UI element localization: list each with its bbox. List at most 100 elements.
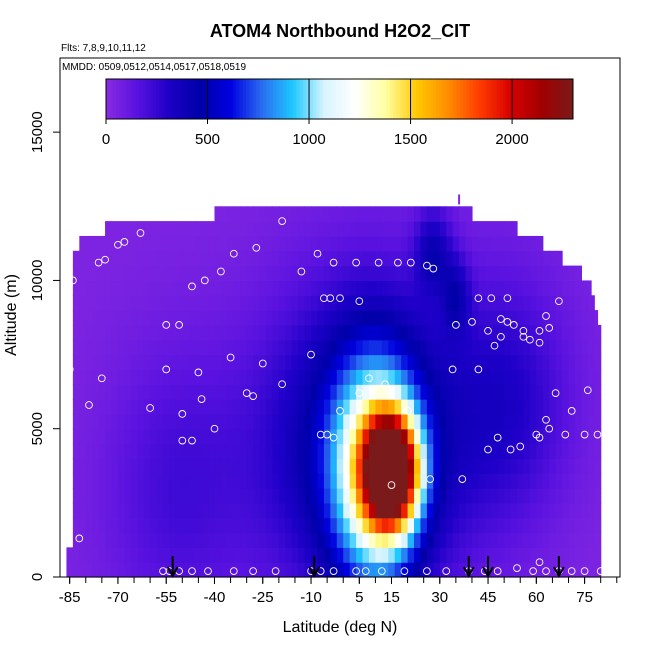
heatmap-cell	[246, 517, 254, 534]
heatmap-cell	[117, 517, 125, 534]
heatmap-cell	[253, 369, 261, 385]
heatmap-cell	[259, 221, 267, 237]
heatmap-cell	[188, 443, 196, 459]
observation-point	[603, 424, 611, 433]
heatmap-cell	[272, 517, 280, 534]
heatmap-cell	[72, 399, 80, 415]
flight-arrow	[462, 556, 475, 579]
heatmap-cell	[426, 369, 434, 385]
heatmap-cell	[201, 517, 209, 534]
heatmap-cell	[491, 443, 499, 459]
heatmap-cell	[439, 517, 447, 534]
heatmap-cell	[497, 310, 505, 326]
heatmap-cell	[227, 532, 235, 548]
heatmap-cell	[150, 443, 158, 459]
heatmap-cell	[471, 443, 479, 459]
heatmap-cell	[175, 458, 183, 474]
colorbar-segment	[469, 79, 474, 119]
heatmap-cell	[484, 221, 492, 237]
heatmap-cell	[253, 221, 261, 237]
heatmap-cell	[278, 562, 286, 578]
heatmap-cell	[195, 369, 203, 385]
heatmap-cell	[375, 399, 383, 415]
heatmap-cell	[356, 384, 364, 400]
heatmap-cell	[72, 295, 80, 311]
heatmap-cell	[439, 369, 447, 385]
heatmap-cell	[491, 413, 499, 430]
heatmap-cell	[478, 295, 486, 311]
heatmap-cell	[330, 265, 338, 282]
heatmap-cell	[214, 235, 222, 252]
heatmap-cell	[452, 399, 460, 415]
heatmap-cell	[214, 324, 222, 341]
heatmap-cell	[278, 473, 286, 489]
heatmap-cell	[227, 458, 235, 474]
colorbar-segment	[556, 79, 561, 119]
heatmap-cell	[574, 502, 582, 519]
heatmap-cell	[523, 384, 531, 400]
heatmap-cell	[414, 428, 422, 445]
heatmap-cell	[446, 473, 454, 489]
heatmap-cell	[465, 324, 473, 341]
heatmap-cell	[581, 280, 589, 296]
heatmap-cell	[79, 339, 87, 356]
observation-point	[336, 407, 344, 415]
heatmap-cell	[368, 354, 377, 370]
heatmap-cell	[130, 547, 138, 563]
heatmap-cell	[356, 547, 364, 563]
heatmap-cell	[465, 384, 473, 400]
heatmap-cell	[536, 473, 544, 489]
heatmap-cell	[285, 473, 293, 489]
heatmap-cell	[459, 399, 467, 415]
heatmap-cell	[343, 221, 351, 237]
colorbar-segment	[139, 79, 144, 119]
heatmap-cell	[362, 354, 370, 370]
heatmap-cell	[220, 324, 228, 341]
heatmap-cell	[446, 235, 454, 252]
colorbar-segment	[382, 79, 387, 119]
heatmap-cell	[124, 473, 132, 489]
heatmap-cell	[85, 517, 93, 534]
heatmap-cell	[426, 488, 434, 504]
heatmap-cell	[143, 310, 151, 326]
heatmap-cell	[343, 235, 351, 252]
heatmap-cell	[214, 532, 222, 548]
heatmap-cell	[401, 458, 409, 474]
heatmap-cell	[311, 265, 319, 282]
observation-point	[97, 374, 106, 383]
heatmap-cell	[504, 547, 512, 563]
heatmap-cell	[420, 206, 428, 222]
heatmap-cell	[517, 443, 525, 459]
heatmap-cell	[381, 443, 389, 459]
heatmap-cell	[581, 369, 589, 385]
heatmap-cell	[175, 339, 183, 356]
heatmap-cell	[233, 443, 241, 459]
heatmap-cell	[233, 265, 241, 282]
heatmap-cell	[356, 235, 364, 252]
heatmap-cell	[150, 250, 158, 267]
heatmap-cell	[85, 324, 93, 341]
heatmap-cell	[562, 562, 570, 578]
heatmap-cell	[349, 547, 357, 563]
heatmap-cell	[356, 532, 364, 548]
heatmap-cell	[162, 324, 171, 341]
heatmap-cell	[523, 458, 531, 474]
heatmap-cell	[162, 250, 171, 267]
heatmap-cell	[555, 547, 563, 563]
heatmap-cell	[459, 369, 467, 385]
colorbar-segment	[259, 79, 264, 119]
heatmap-cell	[574, 458, 582, 474]
heatmap-cell	[117, 458, 125, 474]
heatmap-cell	[504, 399, 512, 415]
heatmap-cell	[529, 517, 537, 534]
heatmap-cell	[446, 295, 454, 311]
heatmap-cell	[388, 310, 396, 326]
heatmap-cell	[574, 399, 582, 415]
heatmap-cell	[542, 265, 550, 282]
heatmap-cell	[349, 235, 357, 252]
heatmap-cell	[72, 250, 80, 267]
heatmap-cell	[568, 502, 576, 519]
heatmap-cell	[323, 250, 331, 267]
heatmap-cell	[285, 413, 293, 430]
heatmap-cell	[323, 339, 331, 356]
